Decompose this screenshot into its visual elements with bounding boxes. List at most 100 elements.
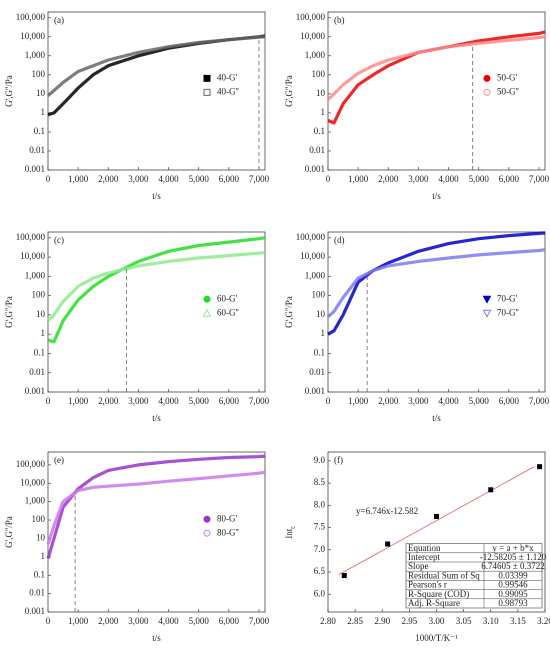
y-axis-label-sub: c	[289, 526, 297, 529]
x-tick-label: 2,000	[378, 396, 399, 406]
legend-label: 60-G'	[217, 293, 237, 303]
y-axis-label: G',G''/Pa	[284, 75, 294, 107]
y-tick-label: 1,000	[305, 50, 326, 60]
y-tick-label: 0.01	[29, 145, 45, 155]
x-tick-label: 6,000	[219, 616, 240, 626]
table-value: 0.03399	[498, 570, 528, 580]
y-tick-label: 1,000	[25, 270, 46, 280]
x-tick-label: 7,000	[249, 396, 270, 406]
series-line	[46, 251, 266, 322]
fit-line	[338, 466, 535, 575]
panel: 0 1,000 2,000 3,000 4,000 5,000 6,000 7,000 0.00…	[4, 451, 270, 643]
x-tick-label: 5,000	[189, 616, 210, 626]
panel: 0 1,000 2,000 3,000 4,000 5,000 6,000 7,000 0.00…	[4, 11, 270, 201]
series-line	[47, 236, 266, 344]
annotation: y=6.746x-12.582	[356, 506, 418, 516]
table-value: y = a + b*x	[492, 543, 534, 553]
y-axis-label: lntc	[284, 526, 297, 539]
panel: 2.80 2.85 2.90 2.95 3.00 3.05 3.10 3.15 3.20 6.0 6…	[284, 451, 550, 643]
y-tick-label: 10	[36, 532, 46, 542]
legend-marker	[203, 529, 211, 537]
legend-marker	[482, 295, 492, 304]
x-tick-label: 7,000	[249, 616, 270, 626]
x-tick-label: 6,000	[219, 174, 240, 184]
y-tick-label: 0.001	[305, 164, 325, 174]
x-axis-label: t/s	[432, 191, 441, 201]
x-tick-label: 5,000	[469, 396, 490, 406]
y-tick-label: 100	[312, 69, 326, 79]
y-tick-label: 9.0	[314, 455, 326, 465]
y-tick-label: 0.1	[34, 348, 45, 358]
table-key: Residual Sum of Sq	[408, 570, 480, 580]
legend-label: 40-G'	[217, 72, 237, 82]
table-key: Intercept	[408, 552, 440, 562]
x-tick-label: 0	[326, 174, 331, 184]
x-axis-label: t/s	[152, 633, 161, 643]
x-tick-label: 3,000	[408, 396, 429, 406]
y-tick-label: 10,000	[300, 251, 325, 261]
x-tick-label: 3.10	[483, 616, 499, 626]
y-tick-label: 1	[321, 328, 326, 338]
point	[537, 464, 543, 470]
panel: 0 1,000 2,000 3,000 4,000 5,000 6,000 7,000 0.00…	[284, 231, 550, 423]
y-tick-label: 10,000	[20, 31, 45, 41]
y-tick-label: 7.5	[314, 522, 326, 532]
series-line	[326, 248, 546, 318]
panel: 0 1,000 2,000 3,000 4,000 5,000 6,000 7,000 0.00…	[4, 231, 270, 423]
y-tick-label: 10,000	[20, 251, 45, 261]
panel-label: (a)	[54, 15, 64, 25]
legend-marker	[203, 74, 211, 82]
series-line	[327, 30, 546, 125]
y-tick-label: 1	[41, 328, 46, 338]
x-tick-label: 3.15	[510, 616, 526, 626]
table-key: Slope	[408, 561, 429, 571]
series-line	[326, 35, 546, 101]
panel-label: (e)	[54, 455, 64, 465]
x-tick-label: 5,000	[189, 396, 210, 406]
x-tick-label: 2.80	[320, 616, 336, 626]
fit-table	[405, 543, 543, 609]
x-tick-label: 2,000	[378, 174, 399, 184]
plot-frame	[47, 11, 266, 171]
point	[341, 573, 347, 579]
table-key: Adj. R-Square	[408, 598, 460, 608]
x-tick-label: 2,000	[98, 174, 119, 184]
y-tick-label: 6.0	[314, 588, 326, 598]
y-axis-label: G',G''/Pa	[4, 75, 14, 107]
x-tick-label: 2,000	[98, 396, 119, 406]
y-tick-label: 100,000	[16, 459, 46, 469]
panel-label: (d)	[334, 235, 345, 245]
y-tick-label: 100,000	[296, 232, 326, 242]
legend-label: 80-G'	[217, 513, 237, 523]
x-tick-label: 7,000	[529, 174, 550, 184]
plot-frame	[47, 451, 266, 613]
y-tick-label: 1	[41, 107, 46, 117]
y-tick-label: 0.1	[314, 348, 325, 358]
x-tick-label: 0	[46, 174, 51, 184]
x-tick-label: 2.85	[347, 616, 363, 626]
table-value: 6.74605 ± 0.3722	[481, 561, 544, 571]
panel-label: (c)	[54, 235, 64, 245]
x-tick-label: 3.00	[429, 616, 445, 626]
x-tick-label: 2.90	[374, 616, 390, 626]
series-line	[46, 454, 266, 560]
y-axis-label: G',G''/Pa	[284, 296, 294, 328]
y-tick-label: 10	[316, 309, 326, 319]
x-tick-label: 2,000	[98, 616, 119, 626]
x-tick-label: 3,000	[128, 396, 149, 406]
y-tick-label: 0.001	[25, 386, 45, 396]
y-axis-label-main: G',G''/Pa	[4, 75, 14, 107]
x-tick-label: 0	[46, 396, 51, 406]
x-tick-label: 0	[326, 396, 331, 406]
y-tick-label: 0.1	[34, 126, 45, 136]
y-tick-label: 0.01	[309, 367, 325, 377]
panel: 0 1,000 2,000 3,000 4,000 5,000 6,000 7,000 0.00…	[284, 11, 550, 201]
y-axis-label: G',G''/Pa	[4, 296, 14, 328]
x-tick-label: 3,000	[408, 174, 429, 184]
y-tick-label: 10	[316, 88, 326, 98]
x-tick-label: 4,000	[438, 174, 459, 184]
x-tick-label: 5,000	[469, 174, 490, 184]
x-tick-label: 5,000	[189, 174, 210, 184]
x-tick-label: 1,000	[348, 396, 369, 406]
legend-label: 80-G''	[217, 527, 239, 537]
